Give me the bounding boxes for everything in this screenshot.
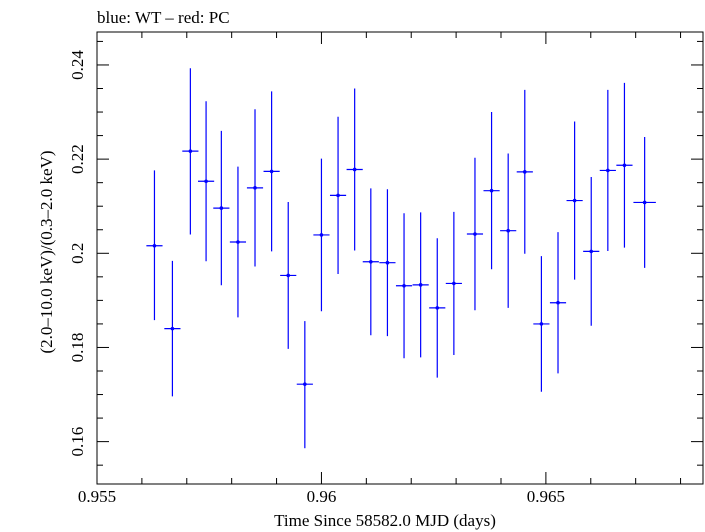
point-marker	[236, 240, 240, 244]
x-axis: 0.955 0.96 0.965	[78, 32, 682, 506]
point-marker	[269, 169, 274, 174]
x-axis-label: Time Since 58582.0 MJD (days)	[274, 511, 496, 530]
point-marker	[622, 163, 627, 168]
y-tick-label: 0.2	[68, 243, 87, 264]
data-point	[229, 166, 247, 318]
point-marker	[385, 260, 390, 265]
data-point	[263, 91, 280, 252]
data-point	[445, 211, 462, 355]
point-marker	[204, 179, 208, 184]
point-marker	[452, 281, 456, 286]
point-marker	[152, 243, 157, 248]
data-point	[500, 153, 517, 308]
point-marker	[606, 168, 610, 173]
point-marker	[489, 188, 494, 193]
data-point	[583, 177, 600, 326]
x-tick-label: 0.955	[78, 487, 116, 506]
data-point	[599, 89, 616, 251]
point-marker	[435, 306, 440, 310]
point-marker	[506, 228, 510, 233]
point-marker	[188, 149, 193, 153]
data-point	[633, 136, 656, 268]
point-marker	[556, 300, 560, 305]
point-marker	[589, 249, 594, 254]
data-point	[146, 170, 163, 321]
point-marker	[219, 206, 224, 210]
plot-frame	[96, 31, 704, 485]
point-marker	[418, 283, 423, 287]
data-point	[296, 321, 313, 449]
x-tick-label: 0.965	[527, 487, 565, 506]
y-tick-label: 0.16	[68, 427, 87, 457]
y-axis: 0.16 0.18 0.2 0.22 0.24	[68, 40, 703, 466]
x-tick-label: 0.96	[307, 487, 337, 506]
point-marker	[286, 273, 291, 278]
data-point	[566, 121, 583, 280]
y-axis-label: (2.0–10.0 keV)/(0.3–2.0 keV)	[37, 150, 56, 353]
point-marker	[402, 283, 406, 288]
data-point	[346, 88, 363, 251]
data-point	[466, 157, 484, 311]
y-tick-label: 0.24	[68, 50, 87, 80]
data-point	[246, 109, 264, 267]
data-point	[164, 260, 181, 397]
data-point	[213, 130, 230, 286]
data-point	[516, 89, 533, 254]
point-marker	[369, 259, 373, 264]
data-point	[483, 112, 500, 270]
point-marker	[336, 193, 340, 198]
data-point	[412, 212, 429, 358]
point-marker	[473, 232, 477, 236]
point-marker	[170, 326, 175, 331]
point-marker	[319, 233, 324, 237]
data-point	[395, 213, 413, 359]
chart-title: blue: WT – red: PC	[97, 8, 230, 27]
data-point	[182, 68, 199, 235]
point-marker	[253, 186, 257, 190]
point-marker	[352, 167, 357, 172]
data-point	[549, 232, 567, 374]
data-point	[429, 238, 446, 378]
point-marker	[539, 322, 544, 326]
y-tick-label: 0.18	[68, 333, 87, 363]
data-point	[362, 188, 379, 336]
data-point	[198, 101, 215, 262]
point-marker	[642, 200, 647, 205]
y-tick-label: 0.22	[68, 144, 87, 174]
data-point	[329, 116, 347, 275]
data-point	[616, 82, 633, 248]
point-marker	[303, 382, 307, 386]
point-marker	[522, 170, 527, 174]
data-point	[379, 189, 396, 337]
data-series-wt	[146, 68, 656, 449]
data-point	[533, 256, 550, 392]
data-point	[313, 158, 330, 312]
point-marker	[572, 198, 577, 203]
data-point	[280, 201, 297, 349]
